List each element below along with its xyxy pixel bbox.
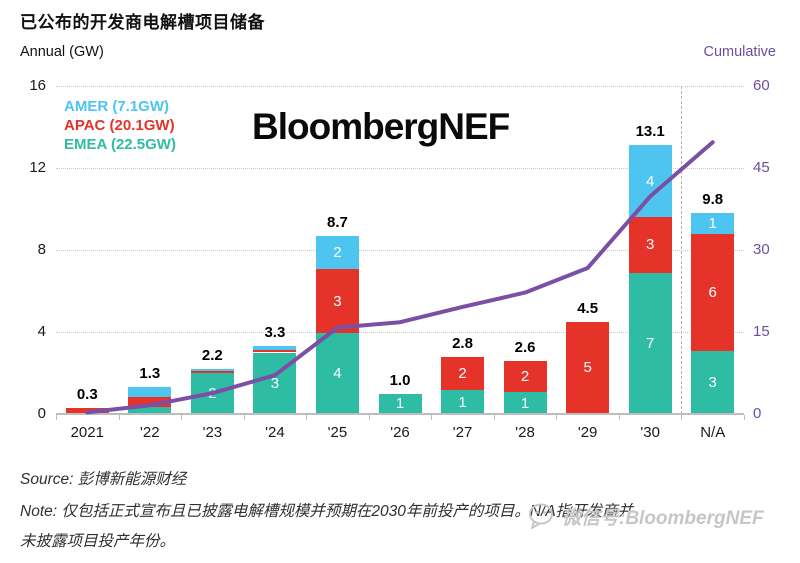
x-axis-tick bbox=[56, 415, 57, 420]
bar-segment-apac: 5 bbox=[566, 321, 610, 414]
bar-segment-amer: 2 bbox=[315, 235, 359, 270]
x-axis-tick bbox=[431, 415, 433, 420]
bar-segment-emea: 3 bbox=[691, 351, 735, 414]
bar-total-label: 13.1 bbox=[635, 123, 665, 141]
bar-segment-apac: 6 bbox=[691, 233, 735, 352]
chart-title: 已公布的开发商电解槽项目储备 bbox=[20, 13, 265, 32]
bar-segment-emea: 1 bbox=[503, 392, 547, 414]
gridline bbox=[56, 86, 744, 87]
x-axis-label: '29 bbox=[577, 424, 598, 441]
x-axis-line bbox=[56, 413, 744, 415]
bar-segment-amer bbox=[253, 346, 297, 351]
x-axis-tick bbox=[681, 415, 683, 420]
left-axis-tick-label: 12 bbox=[29, 159, 46, 176]
bar-segment-emea: 1 bbox=[441, 390, 485, 414]
x-axis-tick bbox=[618, 415, 620, 420]
x-axis-label: '26 bbox=[390, 424, 410, 441]
x-axis-tick bbox=[744, 415, 745, 420]
x-axis-tick bbox=[181, 415, 183, 420]
wechat-watermark: 微信号:BloombergNEF bbox=[528, 502, 764, 530]
x-axis-label: '30 bbox=[640, 424, 660, 441]
x-axis-tick bbox=[118, 415, 120, 420]
left-axis-tick-label: 8 bbox=[37, 241, 46, 258]
right-axis-title: Cumulative bbox=[703, 44, 776, 60]
bloombergnef-watermark: BloombergNEF bbox=[252, 106, 510, 147]
bar-total-label: 1.0 bbox=[389, 371, 411, 389]
x-axis-label: '23 bbox=[202, 424, 223, 441]
bar-total-label: 2.8 bbox=[452, 334, 473, 352]
bar-segment-amer: 1 bbox=[691, 213, 735, 234]
x-axis-tick bbox=[368, 415, 370, 420]
legend-item-apac: APAC (20.1GW) bbox=[64, 117, 175, 134]
wechat-icon bbox=[529, 503, 553, 529]
bar-segment-amer bbox=[190, 368, 234, 371]
legend-item-amer: AMER (7.1GW) bbox=[64, 98, 169, 115]
right-axis-tick-label: 45 bbox=[753, 159, 770, 176]
forecast-separator bbox=[681, 86, 683, 414]
left-axis-tick-label: 4 bbox=[37, 323, 46, 340]
right-axis-tick-label: 30 bbox=[753, 241, 770, 258]
source-text: Source: 彭博新能源财经 bbox=[20, 471, 187, 488]
bar-total-label: 0.3 bbox=[76, 385, 98, 403]
left-axis-title: Annual (GW) bbox=[20, 44, 104, 60]
bar-total-label: 9.8 bbox=[702, 191, 724, 209]
bar-segment-apac bbox=[253, 350, 297, 353]
note-text-line1: Note: 仅包括正式宣布且已披露电解槽规模并预期在2030年前投产的项目。N/… bbox=[20, 503, 634, 520]
bar-total-label: 1.3 bbox=[139, 365, 161, 383]
x-axis-label: '25 bbox=[327, 424, 348, 441]
x-axis-label: '28 bbox=[515, 424, 535, 441]
left-axis-tick-label: 16 bbox=[29, 77, 46, 94]
x-axis-tick bbox=[493, 415, 495, 420]
bar-total-label: 3.3 bbox=[264, 324, 286, 342]
wechat-watermark-text: 微信号:BloombergNEF bbox=[562, 507, 764, 529]
bar-segment-apac: 2 bbox=[503, 360, 547, 393]
bar-total-label: 2.6 bbox=[514, 338, 536, 356]
left-axis-tick-label: 0 bbox=[37, 405, 46, 422]
bar-segment-amer bbox=[128, 387, 172, 397]
bar-total-label: 2.2 bbox=[201, 346, 223, 364]
x-axis-label: N/A bbox=[700, 424, 726, 441]
bar-segment-apac bbox=[128, 396, 172, 408]
legend-item-emea: EMEA (22.5GW) bbox=[64, 136, 176, 153]
x-axis-tick bbox=[556, 415, 558, 420]
x-axis-tick bbox=[243, 415, 245, 420]
bar-total-label: 8.7 bbox=[327, 213, 348, 231]
right-axis-tick-label: 15 bbox=[753, 323, 770, 340]
bar-total-label: 4.5 bbox=[577, 299, 599, 317]
bar-segment-apac: 2 bbox=[441, 356, 485, 391]
right-axis-tick-label: 60 bbox=[753, 77, 770, 94]
bar-segment-amer: 4 bbox=[628, 145, 672, 218]
bar-segment-apac: 3 bbox=[315, 269, 359, 334]
x-axis-label: '22 bbox=[140, 424, 160, 441]
note-text-line2: 未披露项目投产年份。 bbox=[20, 533, 176, 550]
x-axis-label: '24 bbox=[265, 424, 285, 441]
x-axis-label: 2021 bbox=[70, 424, 104, 441]
bar-segment-emea: 2 bbox=[190, 373, 234, 414]
bar-segment-emea: 7 bbox=[628, 272, 672, 414]
bar-segment-emea: 3 bbox=[253, 352, 297, 414]
bar-segment-apac bbox=[190, 370, 234, 373]
bar-segment-emea: 1 bbox=[378, 393, 422, 414]
bar-segment-apac: 3 bbox=[628, 217, 672, 273]
x-axis-tick bbox=[306, 415, 308, 420]
legend: AMER (7.1GW) APAC (20.1GW) EMEA (22.5GW) bbox=[64, 97, 176, 154]
right-axis-tick-label: 0 bbox=[753, 405, 762, 422]
x-axis-label: '27 bbox=[452, 424, 473, 441]
bar-segment-emea: 4 bbox=[315, 333, 359, 414]
